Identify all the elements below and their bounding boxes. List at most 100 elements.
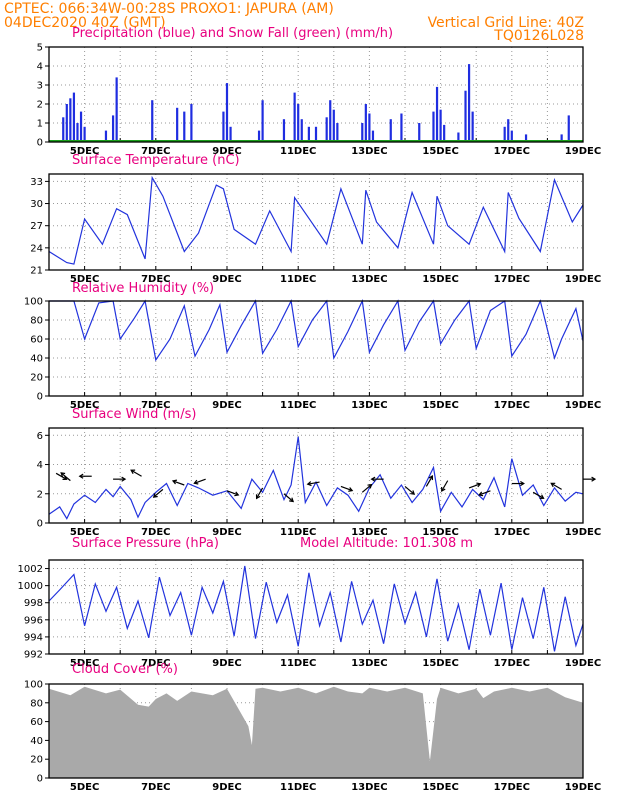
wind-vector-19 (478, 490, 491, 496)
wind-ytick-label: 0 (37, 519, 43, 530)
cloud-ytick-label: 0 (37, 774, 43, 785)
precip-bar-21 (297, 104, 300, 142)
wind-vector-7 (194, 478, 206, 484)
pressure-xtick-label: 11DEC (280, 658, 316, 669)
header-grid-note: Vertical Grid Line: 40Z (428, 15, 584, 31)
precip-bar-26 (329, 100, 332, 142)
wind-vector-11 (307, 481, 320, 485)
wind-xtick-label: 9DEC (212, 527, 241, 538)
precip-bar-22 (300, 119, 303, 142)
wind-vector-head-5 (152, 493, 158, 498)
pressure-ytick-label: 992 (24, 650, 43, 661)
wind-vector-head-12 (348, 487, 354, 492)
temperature-ytick-label: 24 (30, 243, 43, 254)
precip-bar-8 (111, 115, 115, 142)
precip-bar-38 (439, 109, 442, 142)
temperature-xtick-label: 19DEC (565, 274, 601, 285)
precip-xtick-label: 13DEC (351, 146, 387, 157)
wind-vector-head-6 (171, 479, 178, 485)
wind-vector-head-11 (306, 481, 312, 487)
cloud-ytick-label: 80 (30, 698, 43, 709)
wind-vector-head-20 (520, 480, 525, 487)
temperature-xtick-label: 5DEC (70, 274, 99, 285)
wind-vector-18 (468, 483, 481, 489)
wind-vector-15 (404, 486, 415, 495)
precip-bar-39 (443, 124, 446, 142)
wind-vector-head-13 (367, 483, 373, 489)
wind-vector-22 (550, 482, 562, 490)
cloud-panel: Cloud Cover (%) 0 20 40 60 80 100 5DEC 7DEC 9DEC 1… (24, 662, 601, 793)
precip-frame (48, 46, 584, 143)
humidity-line (49, 298, 584, 362)
precip-bar-28 (336, 123, 339, 142)
temperature-line (48, 175, 584, 265)
pressure-ytick-label: 1000 (18, 581, 43, 592)
wind-vector-head-15 (410, 490, 416, 495)
wind-panel: Surface Wind (m/s) 0 2 4 6 5DEC 7DEC 9DEC 11DEC 1… (37, 407, 602, 538)
precip-bar-43 (471, 111, 474, 142)
precip-xtick-label: 11DEC (280, 146, 316, 157)
pressure-annotation: Model Altitude: 101.308 m (300, 536, 473, 551)
temperature-xtick-label: 15DEC (422, 274, 458, 285)
pressure-line (48, 565, 584, 652)
wind-title: Surface Wind (m/s) (72, 407, 196, 422)
wind-vector-0 (55, 472, 67, 480)
wind-ytick-label: 6 (37, 431, 43, 442)
pressure-ytick-label: 996 (24, 615, 43, 626)
precip-bar-0 (62, 117, 65, 142)
wind-xtick-label: 19DEC (565, 527, 601, 538)
precip-bar-44 (503, 126, 506, 142)
precip-bar-41 (464, 90, 467, 142)
cloud-ytick-label: 100 (24, 680, 43, 691)
pressure-xtick-label: 17DEC (494, 658, 530, 669)
pressure-title: Surface Pressure (hPa) (72, 536, 219, 551)
cloud-xtick-label: 9DEC (212, 782, 241, 793)
temperature-ytick-label: 30 (30, 199, 43, 210)
precip-bar-18 (261, 100, 264, 142)
pressure-xtick-label: 5DEC (70, 658, 99, 669)
cloud-frame (48, 683, 584, 779)
precip-ytick-label: 4 (37, 62, 43, 73)
humidity-xtick-label: 17DEC (494, 400, 530, 411)
cloud-area (49, 686, 583, 778)
wind-vector-head-14 (370, 476, 376, 482)
wind-vector-10 (283, 493, 294, 502)
humidity-ytick-label: 80 (30, 316, 43, 327)
precip-bar-14 (222, 111, 225, 142)
wind-vector-17 (441, 480, 449, 492)
humidity-title: Relative Humidity (%) (72, 281, 214, 296)
humidity-ytick-label: 100 (24, 297, 43, 308)
panels: Precipitation (blue) and Snow Fall (gree… (18, 26, 602, 793)
precip-bar-6 (83, 126, 86, 142)
wind-frame (48, 427, 584, 524)
precip-bar-37 (435, 86, 439, 142)
wind-vector-head-1 (60, 472, 66, 477)
cloud-title: Cloud Cover (%) (72, 662, 178, 677)
precip-bar-32 (371, 130, 375, 142)
precip-title: Precipitation (blue) and Snow Fall (gree… (72, 26, 393, 41)
humidity-xtick-label: 7DEC (141, 400, 170, 411)
wind-xtick-label: 7DEC (141, 527, 170, 538)
precip-bar-35 (418, 123, 421, 142)
wind-vector-head-19 (478, 491, 484, 497)
precip-bar-2 (69, 98, 72, 142)
precip-plot-area (49, 47, 583, 142)
wind-vector-12 (340, 485, 353, 492)
precip-bar-23 (307, 126, 310, 142)
header-date: 04DEC2020 40Z (GMT) (4, 15, 166, 31)
precip-bar-13 (190, 104, 193, 142)
precip-ytick-label: 0 (37, 138, 43, 149)
wind-xtick-label: 5DEC (70, 527, 99, 538)
wind-vector-4 (130, 469, 142, 477)
wind-vector-21 (532, 491, 544, 499)
wind-vector-head-4 (130, 469, 136, 475)
humidity-xtick-label: 15DEC (422, 400, 458, 411)
wind-vector-13 (361, 484, 372, 493)
humidity-plot-area (49, 301, 583, 396)
pressure-xtick-label: 13DEC (351, 658, 387, 669)
wind-plot-area (49, 428, 583, 523)
precip-bar-25 (325, 117, 328, 142)
pressure-xtick-label: 9DEC (212, 658, 241, 669)
wind-vector-head-8 (234, 491, 240, 497)
precip-bar-19 (282, 119, 286, 142)
